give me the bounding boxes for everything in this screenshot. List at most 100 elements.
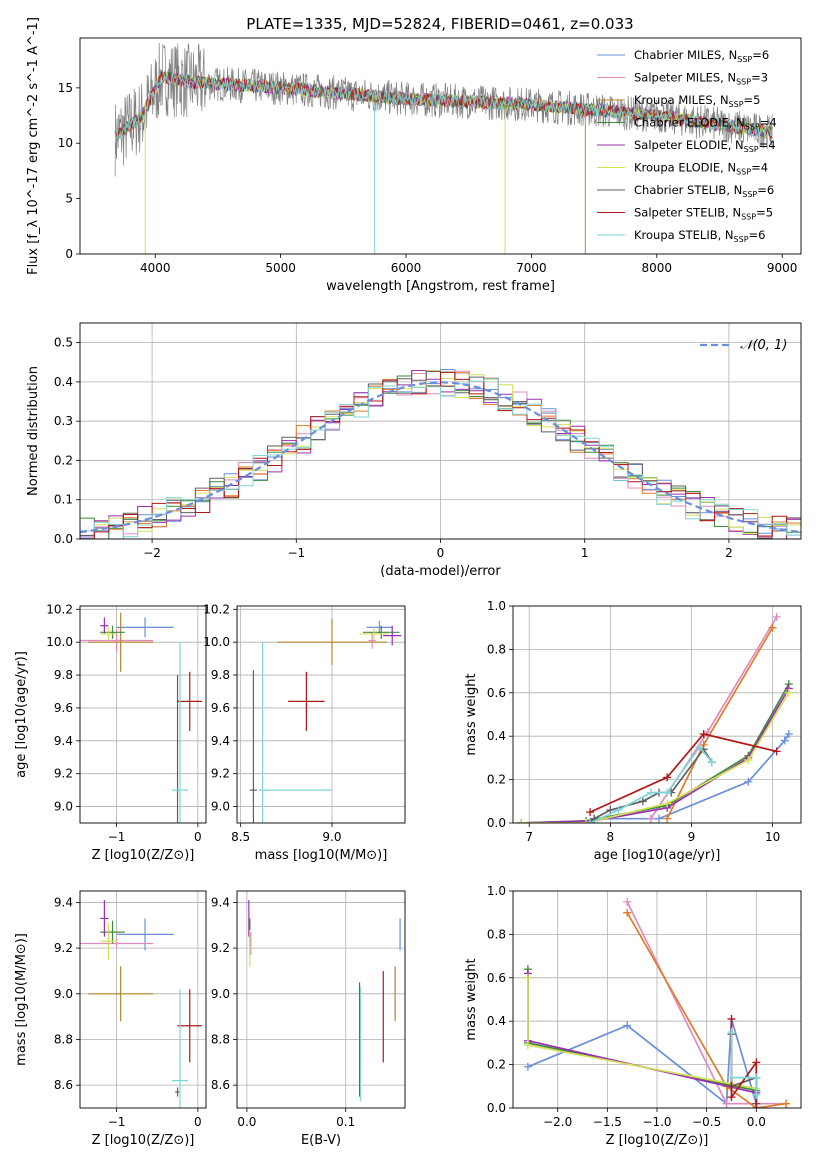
errorbar-point [368, 632, 376, 649]
panel-6: 0.0 0.1 8.6 8.8 9.0 9.2 9.4 E(B-V) [211, 890, 406, 1148]
legend-label: Kroupa MILES, NSSP=5 [634, 93, 760, 109]
legend-subscript: SSP [745, 123, 760, 132]
x-tick-label: 9 [688, 830, 696, 844]
series-line [626, 912, 787, 1108]
legend-subscript: SSP [744, 145, 759, 154]
marker-plus [727, 1093, 736, 1102]
axes-frame [79, 37, 802, 255]
x-tick-label: −1.5 [593, 1115, 622, 1129]
legend-value: =5 [756, 206, 773, 220]
y-tick-label: 9.4 [211, 734, 230, 748]
y-tick-label: 0.8 [487, 927, 506, 941]
x-tick-label: 0.0 [747, 1115, 766, 1129]
legend-value: =3 [751, 71, 768, 85]
y-tick-label: 9.0 [54, 800, 73, 814]
marker-plus [646, 788, 655, 797]
marker-plus [606, 805, 615, 814]
x-tick-label: −1.0 [642, 1115, 671, 1129]
marker-plus [663, 814, 672, 823]
histogram-step [80, 371, 801, 539]
marker-plus [699, 730, 708, 739]
errorbar-point [249, 670, 258, 823]
y-tick-label: 0.4 [487, 1014, 506, 1028]
y-tick-label: 0.0 [487, 816, 506, 830]
y-tick-label: 0.6 [487, 971, 506, 985]
x-tick-label: 7000 [516, 261, 547, 275]
marker-plus [623, 1021, 632, 1030]
marker-plus [752, 1104, 761, 1108]
panel-5: −1 0 8.6 8.8 9.0 9.2 9.4 Z [log10(Z/Z⊙)] mass [l… [14, 890, 207, 1148]
y-tick-label: 9.2 [211, 767, 230, 781]
x-tick-label: −2.0 [543, 1115, 572, 1129]
marker-plus [784, 688, 793, 697]
x-tick-label: 1 [581, 546, 589, 560]
x-tick-label: 2 [725, 546, 733, 560]
y-tick-label: 9.6 [54, 701, 73, 715]
series-line [589, 733, 777, 813]
y-tick-label: 10 [58, 136, 73, 150]
x-tick-label: 8 [607, 830, 615, 844]
y-tick-label: 10.0 [46, 635, 73, 649]
marker-plus [523, 973, 532, 982]
x-tick-label: −0.5 [692, 1115, 721, 1129]
errorbar-point [359, 627, 389, 641]
x-tick-label: 0 [437, 546, 445, 560]
marker-plus [727, 1015, 736, 1024]
marker-plus [663, 799, 672, 808]
marker-plus [523, 1041, 532, 1050]
series-line [527, 973, 758, 1108]
y-tick-label: 9.2 [54, 941, 73, 955]
x-tick-label: −1 [287, 546, 305, 560]
marker-plus [752, 1058, 761, 1067]
marker-plus [623, 897, 632, 906]
plot-area [80, 900, 202, 1108]
y-tick-label: 0.3 [54, 414, 73, 428]
marker-plus [784, 730, 793, 739]
errorbar-point [116, 617, 174, 638]
x-tick-label: 0.1 [336, 1115, 355, 1129]
series-line [527, 969, 758, 1108]
plot-area [249, 619, 402, 823]
x-axis-label: Z [log10(Z/Z⊙)] [92, 848, 195, 863]
legend-label: Salpeter MILES, NSSP=3 [634, 71, 768, 87]
panel-7: −2.0 −1.5 −1.0 −0.5 0.0 0.0 0.2 0.4 0.6 0.8 1.0 Z [… [464, 884, 802, 1148]
y-tick-label: 0.2 [487, 1058, 506, 1072]
x-tick-label: 8.5 [231, 830, 250, 844]
y-tick-label: 1.0 [487, 884, 506, 898]
marker-plus [727, 1028, 736, 1037]
errorbar-point [116, 918, 174, 951]
series-line [589, 747, 713, 823]
axes-frame [236, 605, 406, 824]
y-tick-label: 8.8 [211, 1032, 230, 1046]
legend-subscript: SSP [734, 235, 749, 244]
normal-curve [80, 381, 801, 534]
errorbar-point [177, 671, 202, 731]
y-axis-label: mass [log10(M/M⊙)] [14, 933, 29, 1066]
legend-label: Salpeter STELIB, NSSP=5 [634, 206, 773, 222]
marker-plus [523, 1062, 532, 1071]
y-tick-label: 0.2 [54, 453, 73, 467]
legend-value: =6 [752, 48, 769, 62]
y-axis-label: Flux [f_λ 10^-17 erg cm^-2 s^-1 A^-1] [26, 17, 41, 275]
marker-plus [623, 908, 632, 917]
y-tick-label: 1.0 [487, 599, 506, 613]
y-tick-label: 9.8 [211, 668, 230, 682]
marker-plus [752, 1090, 761, 1099]
y-tick-label: 9.2 [54, 767, 73, 781]
errorbar-point [100, 617, 109, 634]
y-tick-label: 0.2 [487, 773, 506, 787]
legend-subscript: SSP [736, 168, 751, 177]
legend-subscript: SSP [741, 213, 756, 222]
y-tick-label: 9.0 [211, 800, 230, 814]
errorbar-point [88, 966, 154, 1022]
panel-0: 4000 5000 6000 7000 8000 9000 0 5 10 15 wavelength… [26, 17, 802, 294]
legend-label: Chabrier MILES, NSSP=6 [634, 48, 769, 64]
legend-value: =5 [744, 93, 761, 107]
y-tick-label: 8.6 [211, 1078, 230, 1092]
y-tick-label: 0.0 [487, 1101, 506, 1115]
marker-plus [663, 773, 672, 782]
y-tick-label: 0.8 [487, 642, 506, 656]
y-tick-label: 9.4 [211, 895, 230, 909]
errorbar-point [363, 625, 400, 639]
